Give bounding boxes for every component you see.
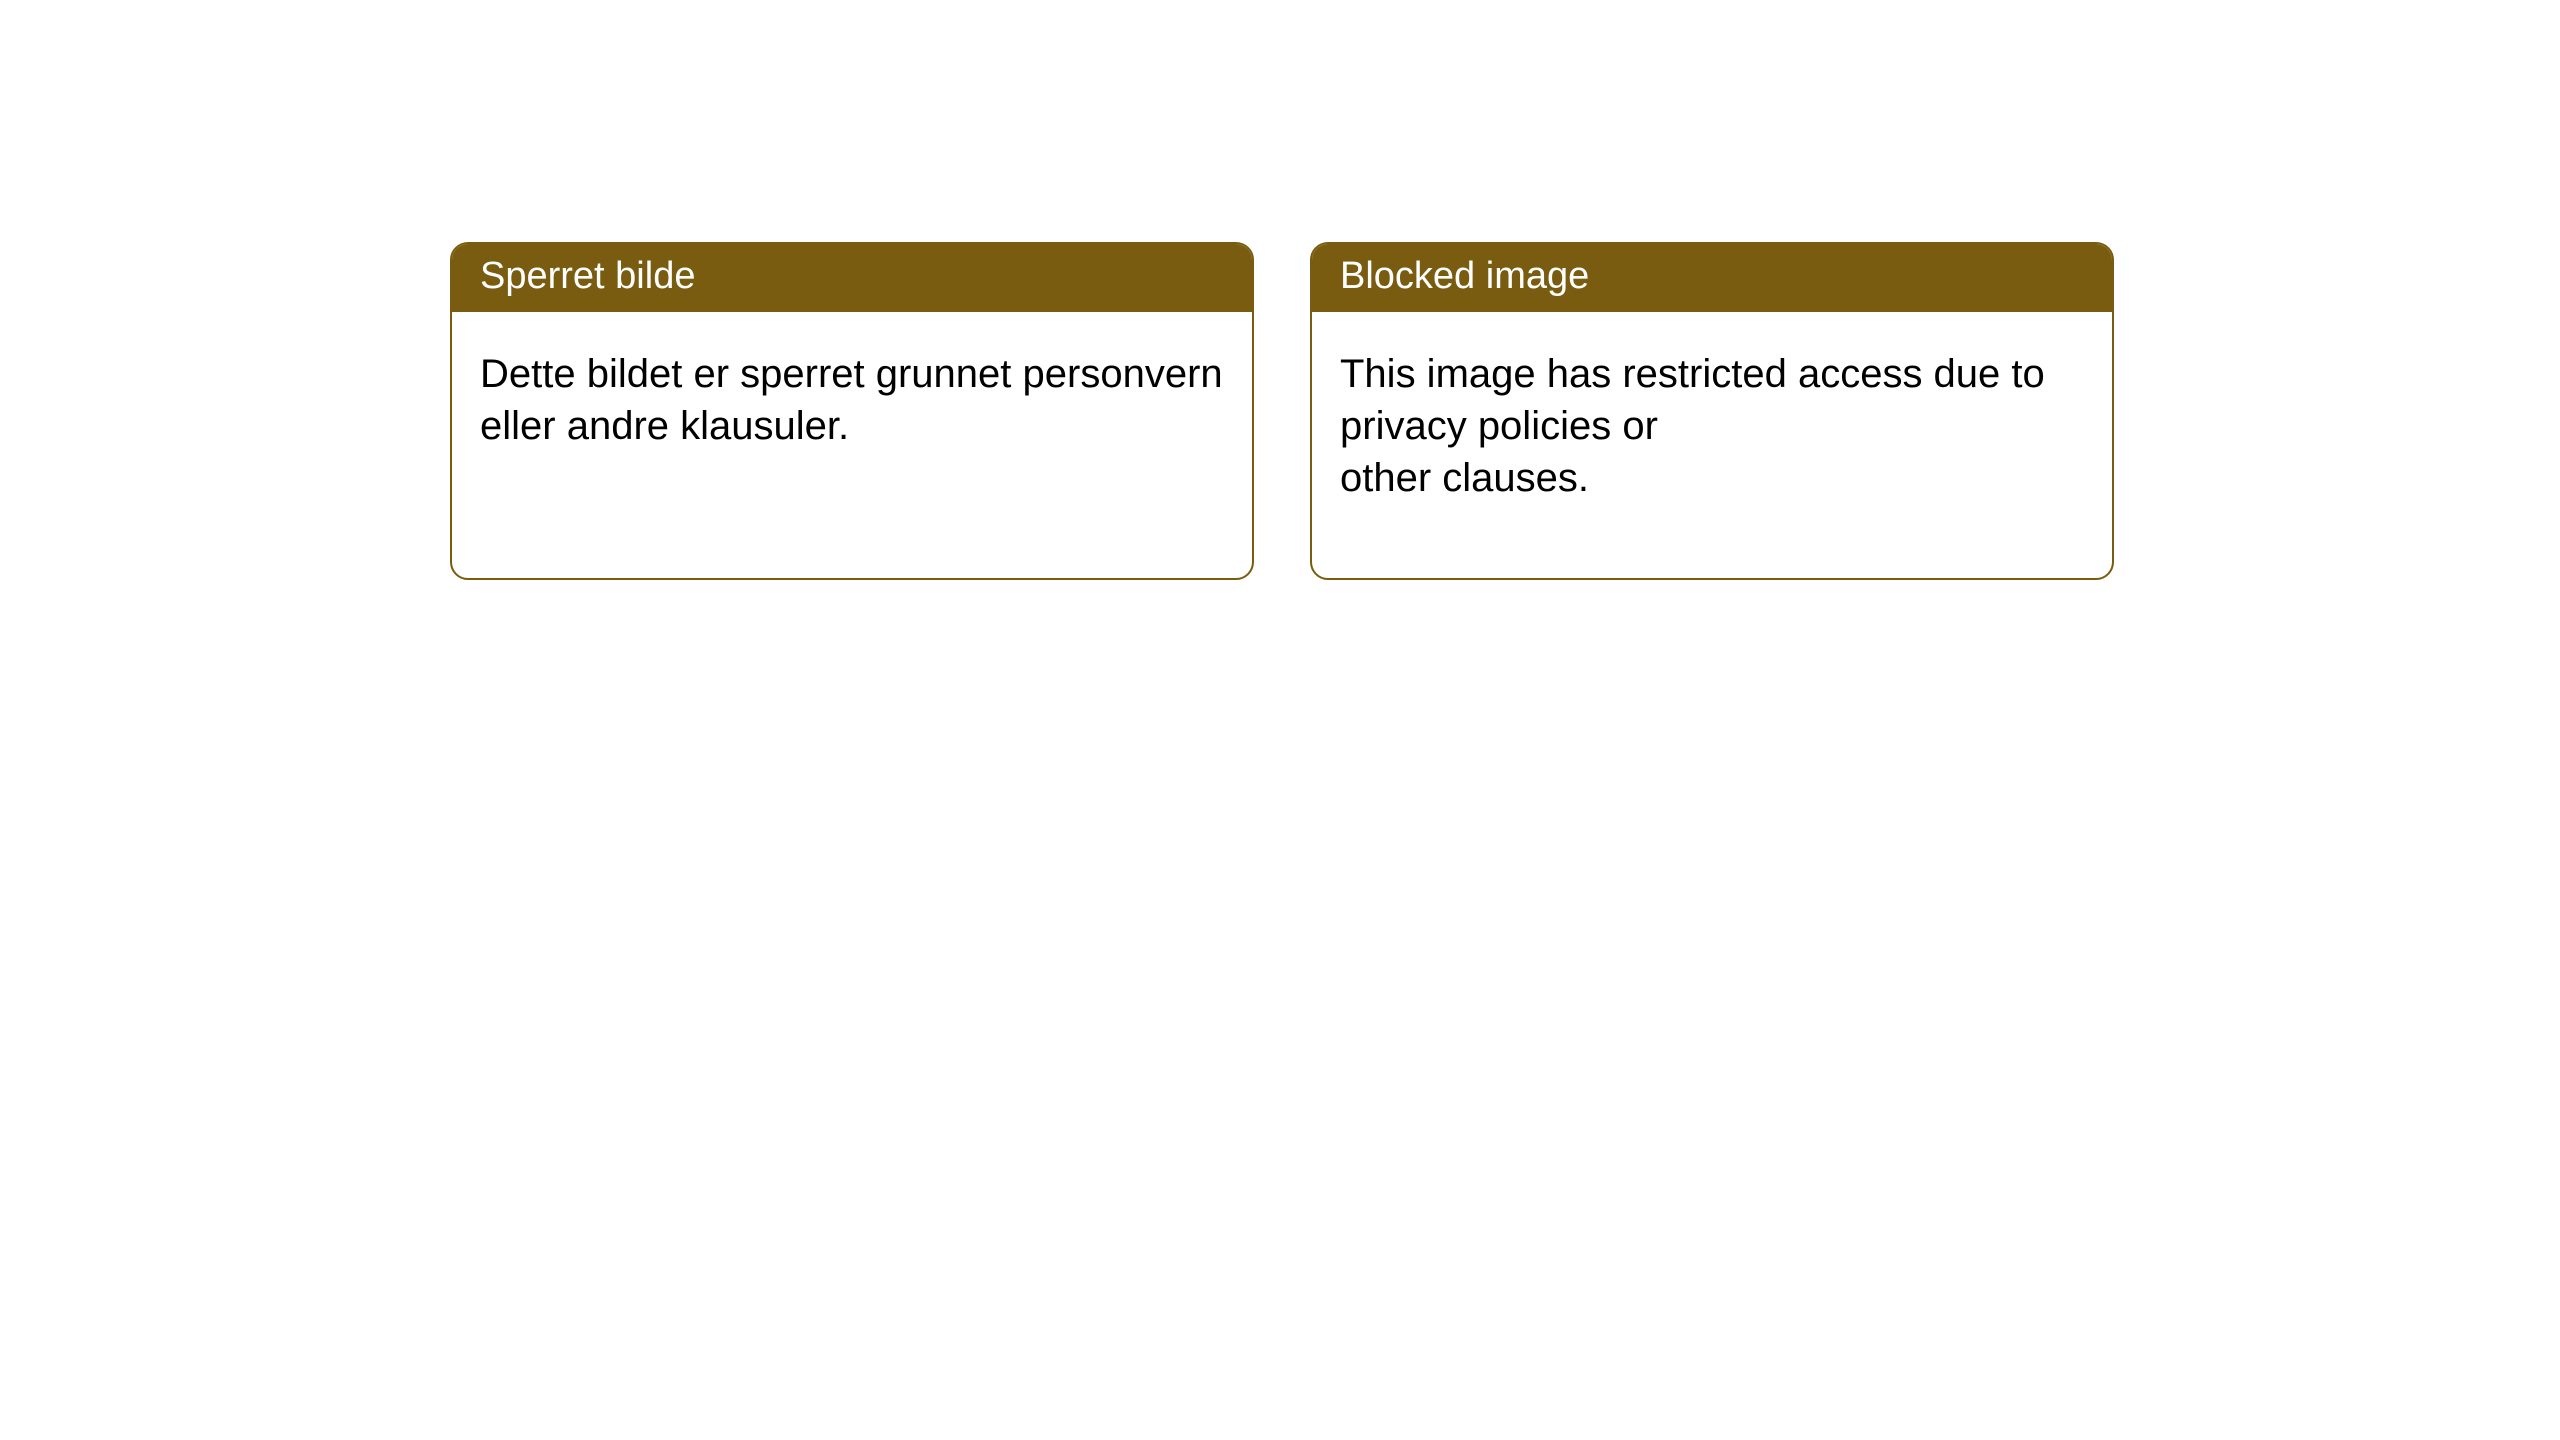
notice-card-body: This image has restricted access due to … <box>1312 312 2112 540</box>
notice-cards-container: Sperret bilde Dette bildet er sperret gr… <box>0 0 2560 580</box>
notice-card-english: Blocked image This image has restricted … <box>1310 242 2114 580</box>
notice-card-body: Dette bildet er sperret grunnet personve… <box>452 312 1252 488</box>
notice-card-title: Blocked image <box>1312 244 2112 312</box>
notice-card-norwegian: Sperret bilde Dette bildet er sperret gr… <box>450 242 1254 580</box>
notice-card-title: Sperret bilde <box>452 244 1252 312</box>
